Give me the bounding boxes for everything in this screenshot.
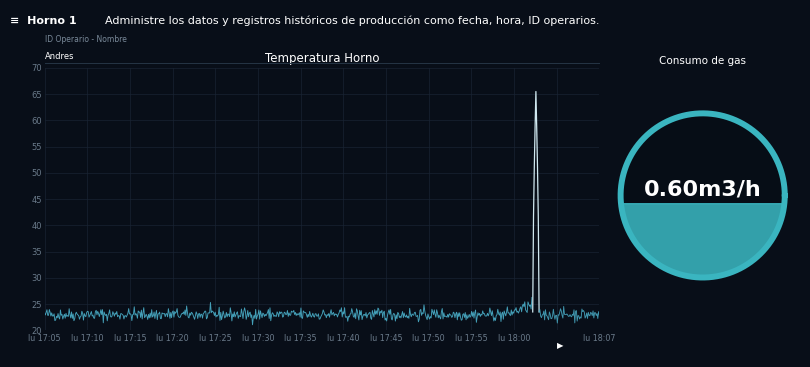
Title: Temperatura Horno: Temperatura Horno — [265, 52, 379, 65]
Text: Administre los datos y registros históricos de producción como fecha, hora, ID o: Administre los datos y registros históri… — [105, 16, 599, 26]
Text: ID Operario - Nombre: ID Operario - Nombre — [45, 35, 126, 44]
Text: Andres: Andres — [45, 52, 74, 61]
Text: ≡  Horno 1: ≡ Horno 1 — [10, 16, 76, 26]
Polygon shape — [620, 204, 785, 278]
Text: 0.60m3/h: 0.60m3/h — [644, 179, 761, 199]
Text: ▶: ▶ — [556, 341, 563, 350]
Text: Consumo de gas: Consumo de gas — [659, 56, 746, 66]
Polygon shape — [620, 113, 786, 278]
